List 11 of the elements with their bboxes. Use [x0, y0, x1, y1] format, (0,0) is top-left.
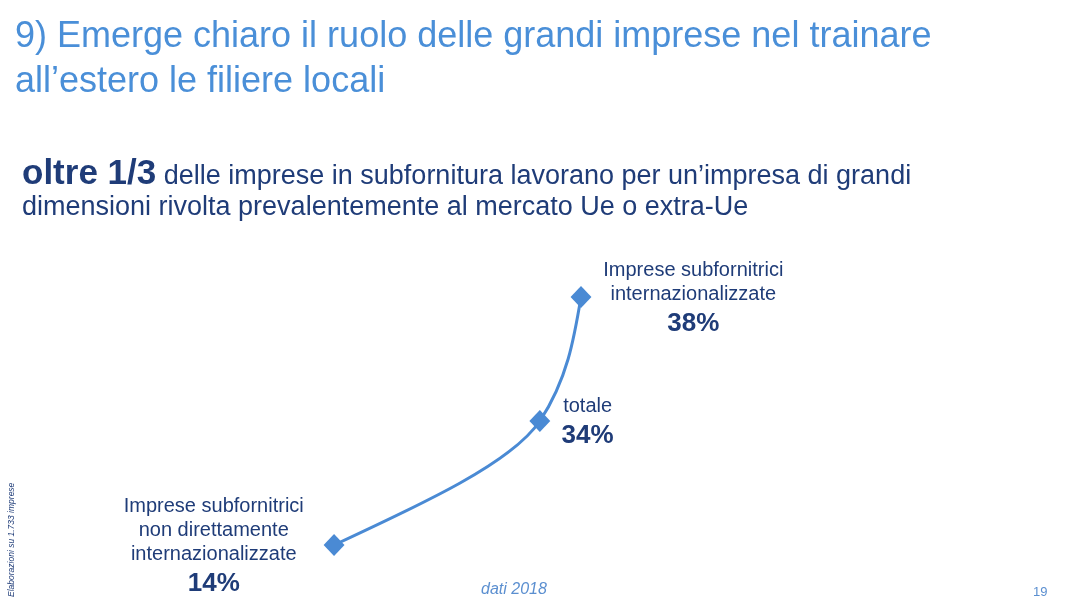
- data-label: 38%: [667, 307, 720, 337]
- text: 19: [1033, 584, 1048, 599]
- text: 9) Emerge chiaro il ruolo delle grandi imprese nel trainare all’estero le filiere locali: [15, 13, 933, 102]
- data-label: 34%: [561, 419, 614, 449]
- category-label: Imprese subfornitrici internazionalizzate: [603, 258, 784, 304]
- category-label: Imprese subfornitrici non direttamente internazionalizzate: [123, 494, 304, 564]
- data-label: 14%: [187, 567, 240, 597]
- text: Elaborazioni su 1.733 imprese: [6, 481, 16, 600]
- text: dati 2018: [481, 580, 547, 598]
- text: oltre 1/3 delle imprese in subfornitura lavorano per un’impresa di grandi dimensioni rivolta prevalentemente al mercato Ue o extra-Ue: [22, 152, 913, 222]
- category-label: totale: [563, 394, 613, 416]
